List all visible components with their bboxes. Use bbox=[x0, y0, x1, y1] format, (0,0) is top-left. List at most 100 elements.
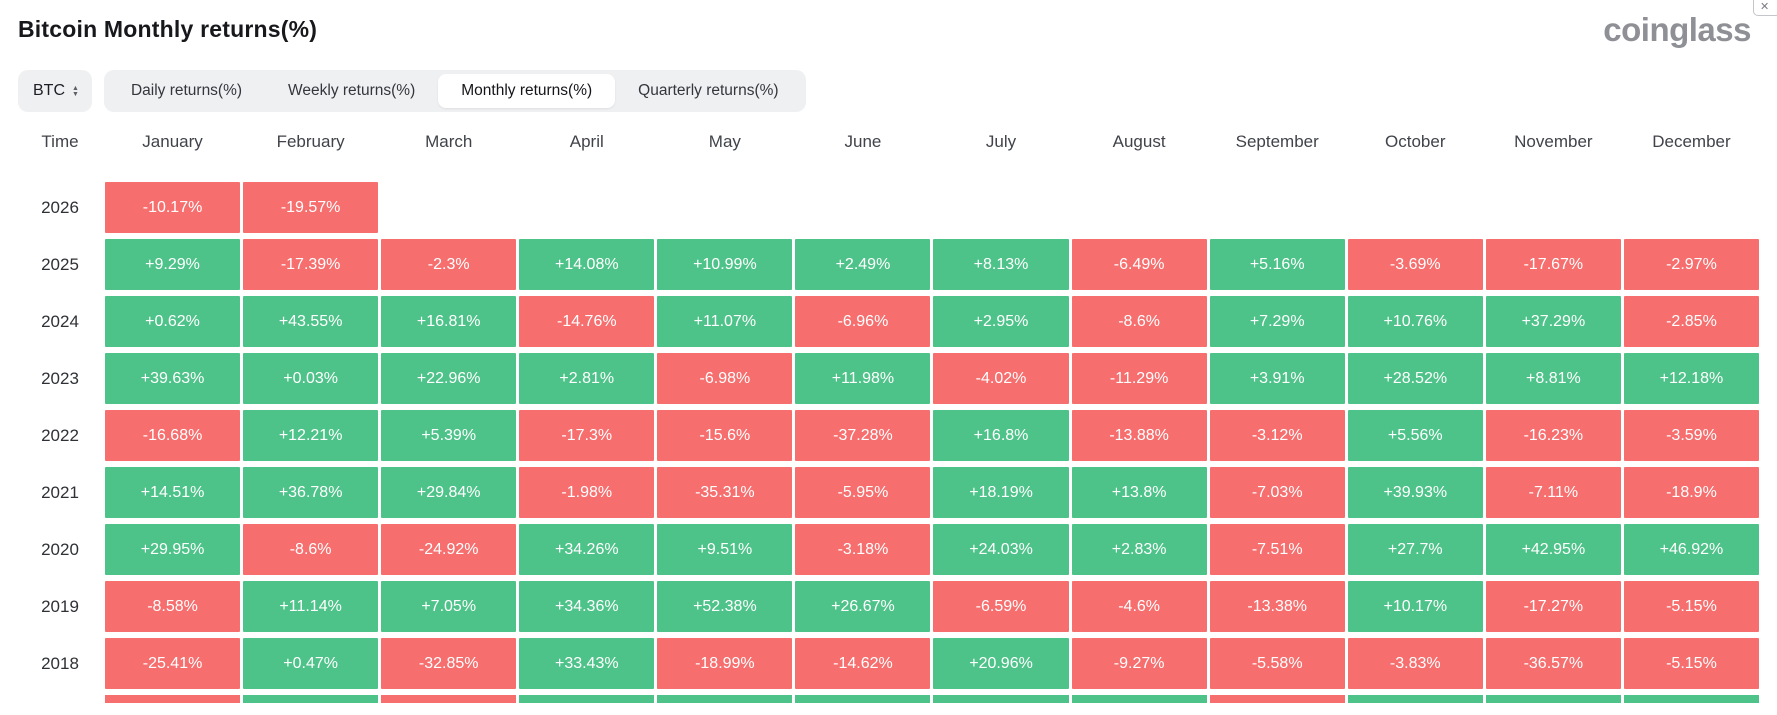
return-cell bbox=[933, 182, 1068, 233]
tab-monthly[interactable]: Monthly returns(%) bbox=[438, 74, 616, 109]
column-header-april: April bbox=[569, 132, 604, 152]
return-cell: +12.21% bbox=[243, 410, 379, 462]
partial-return-cell bbox=[657, 695, 793, 704]
tab-daily[interactable]: Daily returns(%) bbox=[108, 74, 265, 108]
return-cell: +43.55% bbox=[243, 296, 379, 348]
return-cell: +9.29% bbox=[105, 239, 241, 291]
year-label: 2024 bbox=[41, 311, 79, 331]
return-cell: +14.51% bbox=[105, 467, 241, 519]
return-cell: +46.92% bbox=[1623, 524, 1759, 576]
year-label: 2023 bbox=[41, 368, 79, 388]
partial-return-cell bbox=[1347, 695, 1483, 704]
return-cell: -9.27% bbox=[1071, 638, 1207, 690]
period-tabs: Daily returns(%) Weekly returns(%) Monthly… bbox=[103, 70, 806, 113]
return-cell: +10.76% bbox=[1347, 296, 1483, 348]
return-cell: +27.7% bbox=[1347, 524, 1483, 576]
tab-weekly[interactable]: Weekly returns(%) bbox=[265, 74, 438, 108]
return-cell: -8.6% bbox=[243, 524, 379, 576]
return-cell: +16.8% bbox=[933, 410, 1069, 462]
return-cell: +20.96% bbox=[933, 638, 1069, 690]
column-header-november: November bbox=[1514, 132, 1593, 152]
return-cell: +11.07% bbox=[657, 296, 793, 348]
table-header-row: Time January February March April May June July… bbox=[18, 128, 1759, 156]
return-cell: -24.92% bbox=[381, 524, 517, 576]
return-cell: +2.83% bbox=[1071, 524, 1207, 576]
return-cell: -7.03% bbox=[1209, 467, 1345, 519]
coinglass-logo: coinglass bbox=[1603, 11, 1751, 48]
partial-return-cell bbox=[381, 695, 517, 704]
return-cell: +5.56% bbox=[1347, 410, 1483, 462]
close-icon: ✕ bbox=[1760, 1, 1770, 13]
return-cell: -3.18% bbox=[795, 524, 931, 576]
partial-return-cell bbox=[1209, 695, 1345, 704]
return-cell: -32.85% bbox=[381, 638, 517, 690]
column-header-october: October bbox=[1385, 132, 1446, 152]
column-header-december: December bbox=[1652, 132, 1731, 152]
return-cell: +18.19% bbox=[933, 467, 1069, 519]
return-cell: +28.52% bbox=[1347, 353, 1483, 405]
return-cell: -37.28% bbox=[795, 410, 931, 462]
return-cell: -7.11% bbox=[1485, 467, 1621, 519]
return-cell: +24.03% bbox=[933, 524, 1069, 576]
return-cell: -13.88% bbox=[1071, 410, 1207, 462]
partial-return-cell bbox=[1071, 695, 1207, 704]
page-title: Bitcoin Monthly returns(%) bbox=[18, 16, 318, 42]
returns-table: 2026 -10.17% -19.57% 2025 +9.29% -17.39% -2.3%… bbox=[18, 182, 1759, 690]
year-label: 2019 bbox=[41, 596, 79, 616]
return-cell bbox=[1210, 182, 1345, 233]
partial-return-cell bbox=[243, 695, 379, 704]
return-cell: -16.68% bbox=[105, 410, 241, 462]
return-cell: -10.17% bbox=[105, 182, 241, 234]
return-cell: -8.6% bbox=[1071, 296, 1207, 348]
return-cell: -5.58% bbox=[1209, 638, 1345, 690]
return-cell: -4.6% bbox=[1071, 581, 1207, 633]
return-cell: +39.93% bbox=[1347, 467, 1483, 519]
return-cell: +13.8% bbox=[1071, 467, 1207, 519]
partial-next-row bbox=[18, 695, 1759, 704]
return-cell: -6.49% bbox=[1071, 239, 1207, 291]
return-cell: -2.97% bbox=[1623, 239, 1759, 291]
return-cell: -35.31% bbox=[657, 467, 793, 519]
return-cell: +2.49% bbox=[795, 239, 931, 291]
partial-return-cell bbox=[519, 695, 655, 704]
return-cell: -36.57% bbox=[1485, 638, 1621, 690]
return-cell bbox=[1624, 182, 1759, 233]
return-cell: -16.23% bbox=[1485, 410, 1621, 462]
close-button[interactable]: ✕ bbox=[1753, 0, 1777, 16]
return-cell: +10.17% bbox=[1347, 581, 1483, 633]
return-cell: -18.99% bbox=[657, 638, 793, 690]
return-cell bbox=[1072, 182, 1207, 233]
return-cell bbox=[1486, 182, 1621, 233]
return-cell: +10.99% bbox=[657, 239, 793, 291]
year-label: 2025 bbox=[41, 254, 79, 274]
return-cell: -5.15% bbox=[1623, 638, 1759, 690]
return-cell: +0.62% bbox=[105, 296, 241, 348]
return-cell: -2.85% bbox=[1623, 296, 1759, 348]
return-cell bbox=[381, 182, 516, 233]
return-cell: -3.12% bbox=[1209, 410, 1345, 462]
return-cell: -17.3% bbox=[519, 410, 655, 462]
return-cell: +7.29% bbox=[1209, 296, 1345, 348]
return-cell: -8.58% bbox=[105, 581, 241, 633]
column-header-august: August bbox=[1112, 132, 1166, 152]
return-cell: +34.26% bbox=[519, 524, 655, 576]
symbol-select-label: BTC bbox=[33, 82, 65, 100]
column-header-july: July bbox=[985, 132, 1017, 152]
year-label: 2022 bbox=[41, 425, 79, 445]
year-label: 2018 bbox=[41, 653, 79, 673]
return-cell bbox=[657, 182, 792, 233]
symbol-select[interactable]: BTC ▲ ▼ bbox=[18, 70, 92, 113]
tab-quarterly[interactable]: Quarterly returns(%) bbox=[615, 74, 801, 108]
return-cell: +11.98% bbox=[795, 353, 931, 405]
return-cell: +7.05% bbox=[381, 581, 517, 633]
return-cell: -2.3% bbox=[381, 239, 517, 291]
return-cell: -13.38% bbox=[1209, 581, 1345, 633]
column-header-march: March bbox=[425, 132, 473, 152]
return-cell: +37.29% bbox=[1485, 296, 1621, 348]
return-cell: -17.27% bbox=[1485, 581, 1621, 633]
return-cell: +2.95% bbox=[933, 296, 1069, 348]
column-header-february: February bbox=[276, 132, 345, 152]
return-cell: -3.83% bbox=[1347, 638, 1483, 690]
year-label: 2020 bbox=[41, 539, 79, 559]
return-cell: -14.62% bbox=[795, 638, 931, 690]
